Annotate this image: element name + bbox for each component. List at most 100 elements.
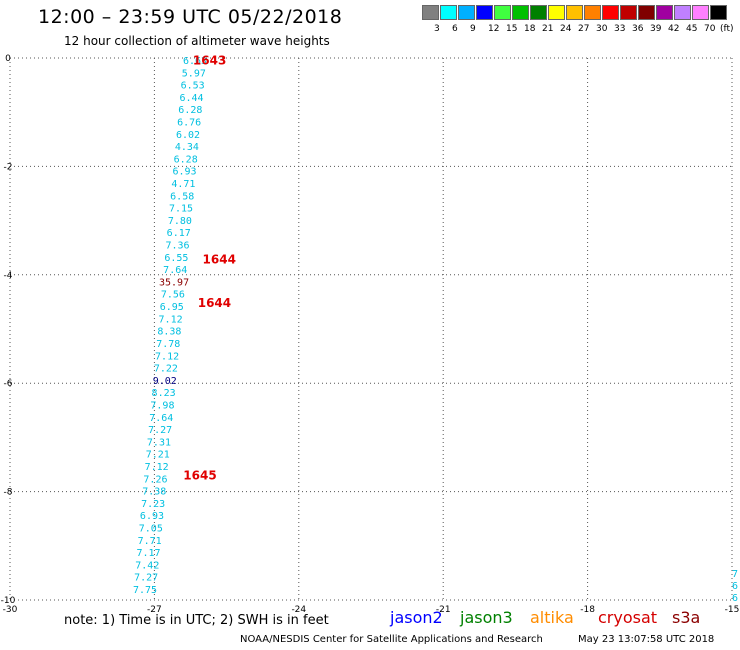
x-tick-label: -30 [3, 605, 18, 615]
y-tick-label: -10 [1, 596, 16, 606]
legend-unit: (ft) [720, 24, 734, 34]
wave-height-value: 4.71 [171, 179, 195, 190]
wave-height-value: 7.78 [156, 339, 180, 350]
legend-swatch [548, 5, 565, 20]
legend-swatch [440, 5, 457, 20]
wave-height-value: 7.42 [135, 560, 159, 571]
edge-wave-value: 6 [732, 581, 738, 592]
wave-height-value: 6.93 [172, 167, 196, 178]
wave-height-value: 7.26 [143, 474, 167, 485]
satellite-s3a: s3a [672, 608, 701, 627]
wave-height-value: 7.12 [145, 462, 169, 473]
legend-label: 27 [578, 24, 590, 34]
wave-height-value: 6.28 [178, 105, 202, 116]
wave-height-value: 7.36 [166, 241, 190, 252]
legend-swatch [530, 5, 547, 20]
legend-swatch [512, 5, 529, 20]
legend-swatch [494, 5, 511, 20]
wave-height-value: 6.17 [167, 228, 191, 239]
legend-swatch [566, 5, 583, 20]
wave-height-value: 6.02 [176, 130, 200, 141]
legend-swatch [710, 5, 727, 20]
wave-height-value: 5.97 [182, 68, 206, 79]
wave-height-value: 7.12 [159, 314, 183, 325]
y-tick-label: -8 [4, 488, 13, 498]
satellite-jason3: jason3 [460, 608, 513, 627]
wave-height-value: 9.02 [153, 376, 177, 387]
legend-label: 36 [632, 24, 644, 34]
wave-height-value: 4.34 [175, 142, 199, 153]
wave-height-value: 6.58 [170, 191, 194, 202]
wave-height-value: 6.28 [174, 154, 198, 165]
wave-height-value: 7.98 [150, 400, 174, 411]
wave-height-value: 6.55 [164, 253, 188, 264]
legend-label: 6 [452, 24, 458, 34]
legend-label: 70 [704, 24, 716, 34]
legend-swatch [476, 5, 493, 20]
x-tick-label: -15 [725, 605, 740, 615]
wave-height-value: 6.76 [177, 118, 201, 129]
legend-label: 24 [560, 24, 572, 34]
legend-label: 39 [650, 24, 662, 34]
wave-height-value: 7.17 [136, 548, 160, 559]
wave-height-value: 7.21 [146, 450, 170, 461]
wave-height-value: 6.63 [183, 56, 207, 67]
wave-height-value: 7.64 [163, 265, 187, 276]
legend-label: 18 [524, 24, 536, 34]
legend-swatch [584, 5, 601, 20]
wave-height-value: 6.95 [160, 302, 184, 313]
wave-height-value: 7.71 [138, 536, 162, 547]
pass-time-label: 1644 [198, 296, 231, 310]
wave-height-value: 7.27 [134, 573, 158, 584]
wave-height-value: 7.15 [169, 204, 193, 215]
satellite-jason2: jason2 [390, 608, 443, 627]
x-tick-label: -27 [147, 605, 162, 615]
wave-height-value: 7.80 [168, 216, 192, 227]
wave-height-value: 7.05 [139, 523, 163, 534]
edge-wave-value: 6 [732, 593, 738, 604]
legend-label: 3 [434, 24, 440, 34]
legend-swatch [602, 5, 619, 20]
wave-height-value: 8.23 [152, 388, 176, 399]
page-title: 12:00 – 23:59 UTC 05/22/2018 [38, 6, 343, 28]
y-tick-label: -4 [4, 271, 13, 281]
page-subtitle: 12 hour collection of altimeter wave hei… [64, 34, 330, 48]
wave-height-value: 7.38 [142, 487, 166, 498]
x-tick-label: -18 [580, 605, 595, 615]
wave-height-value: 6.53 [181, 81, 205, 92]
legend-swatch [674, 5, 691, 20]
legend-label: 33 [614, 24, 626, 34]
wave-height-value: 7.23 [141, 499, 165, 510]
legend-label: 21 [542, 24, 554, 34]
legend-label: 42 [668, 24, 680, 34]
legend-label: 15 [506, 24, 518, 34]
legend-label: 9 [470, 24, 476, 34]
wave-height-value: 6.44 [179, 93, 203, 104]
generated-timestamp: May 23 13:07:58 UTC 2018 [578, 634, 715, 645]
legend-swatch [692, 5, 709, 20]
wave-height-value: 6.93 [140, 511, 164, 522]
note-text: note: 1) Time is in UTC; 2) SWH is in fe… [64, 613, 329, 628]
satellite-altika: altika [530, 608, 574, 627]
pass-time-label: 1645 [183, 468, 216, 482]
wave-height-value: 7.12 [155, 351, 179, 362]
credit-text: NOAA/NESDIS Center for Satellite Applica… [240, 634, 543, 645]
y-tick-label: -6 [4, 379, 13, 389]
wave-height-value: 7.27 [148, 425, 172, 436]
x-tick-label: -24 [291, 605, 306, 615]
wave-height-value: 7.31 [147, 437, 171, 448]
legend-swatch [620, 5, 637, 20]
wave-height-value: 7.64 [149, 413, 173, 424]
wave-height-value: 35.97 [159, 277, 189, 288]
legend-swatch [422, 5, 439, 20]
pass-time-label: 1643 [193, 54, 226, 68]
wave-height-value: 7.75 [133, 585, 157, 596]
legend-swatch [458, 5, 475, 20]
wave-height-value: 7.22 [154, 364, 178, 375]
x-tick-label: -21 [436, 605, 451, 615]
legend-swatch [656, 5, 673, 20]
pass-time-label: 1644 [203, 253, 236, 267]
y-tick-label: -2 [4, 162, 13, 172]
legend-label: 45 [686, 24, 698, 34]
